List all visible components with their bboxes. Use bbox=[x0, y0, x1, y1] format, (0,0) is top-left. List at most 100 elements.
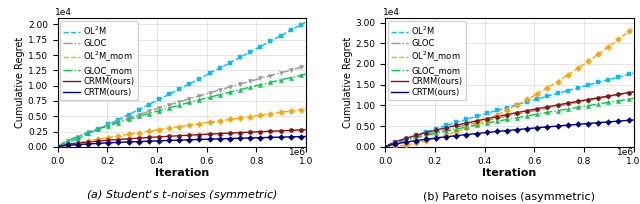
Text: 1e6: 1e6 bbox=[616, 148, 634, 157]
GLOC bbox=[625, 92, 632, 94]
Line: CRTM(ours): CRTM(ours) bbox=[385, 120, 634, 147]
CRTM(ours) bbox=[252, 137, 259, 139]
OL$^2$M_mom bbox=[477, 121, 485, 123]
OL$^2$M bbox=[130, 111, 138, 113]
GLOC bbox=[584, 99, 592, 102]
OL$^2$M bbox=[609, 77, 617, 80]
OL$^2$M_mom bbox=[74, 141, 82, 144]
GLOC bbox=[488, 118, 495, 121]
GLOC_mom bbox=[201, 97, 209, 100]
GLOC_mom bbox=[529, 114, 536, 116]
CRTM(ours) bbox=[447, 135, 455, 137]
CRTM(ours) bbox=[246, 137, 254, 139]
OL$^2$M_mom bbox=[604, 46, 612, 48]
GLOC bbox=[84, 131, 92, 134]
GLOC bbox=[427, 132, 435, 134]
CRTM(ours) bbox=[513, 128, 521, 131]
OL$^2$M_mom bbox=[262, 113, 269, 116]
GLOC_mom bbox=[518, 115, 526, 118]
OL$^2$M_mom bbox=[186, 124, 193, 126]
OL$^2$M bbox=[437, 126, 445, 128]
GLOC bbox=[412, 136, 420, 138]
OL$^2$M bbox=[432, 128, 440, 130]
OL$^2$M bbox=[483, 112, 490, 115]
CRTM(ours) bbox=[267, 136, 275, 139]
OL$^2$M_mom bbox=[458, 129, 465, 131]
OL$^2$M bbox=[276, 34, 284, 37]
GLOC_mom bbox=[216, 93, 223, 96]
OL$^2$M_mom bbox=[584, 60, 592, 63]
CRTM(ours) bbox=[241, 137, 249, 139]
CRTM(ours) bbox=[381, 146, 389, 148]
OL$^2$M bbox=[115, 118, 122, 121]
OL$^2$M_mom bbox=[498, 111, 506, 114]
Line: GLOC: GLOC bbox=[58, 66, 306, 147]
OL$^2$M bbox=[257, 45, 264, 48]
CRTM(ours) bbox=[518, 128, 526, 130]
OL$^2$M_mom bbox=[508, 106, 516, 109]
GLOC_mom bbox=[381, 146, 389, 148]
GLOC bbox=[89, 129, 97, 132]
CRTM(ours) bbox=[595, 121, 602, 124]
GLOC bbox=[292, 68, 300, 70]
OL$^2$M_mom bbox=[201, 122, 209, 124]
CRMM(ours) bbox=[271, 130, 279, 132]
CRTM(ours) bbox=[140, 140, 148, 143]
OL$^2$M bbox=[241, 53, 249, 56]
CRTM(ours) bbox=[548, 125, 556, 128]
OL$^2$M_mom bbox=[221, 119, 228, 121]
GLOC_mom bbox=[579, 105, 587, 108]
CRTM(ours) bbox=[524, 128, 531, 130]
GLOC_mom bbox=[407, 138, 415, 140]
OL$^2$M_mom bbox=[630, 26, 637, 29]
OL$^2$M bbox=[69, 140, 77, 142]
OL$^2$M_mom bbox=[620, 34, 627, 37]
CRMM(ours) bbox=[402, 137, 410, 140]
CRTM(ours) bbox=[297, 135, 305, 138]
CRTM(ours) bbox=[287, 136, 294, 138]
OL$^2$M bbox=[498, 108, 506, 110]
OL$^2$M_mom bbox=[463, 127, 470, 129]
CRTM(ours) bbox=[493, 130, 500, 133]
GLOC_mom bbox=[488, 121, 495, 123]
OL$^2$M bbox=[160, 96, 168, 98]
OL$^2$M bbox=[458, 120, 465, 122]
GLOC bbox=[392, 142, 399, 144]
OL$^2$M bbox=[262, 43, 269, 45]
CRTM(ours) bbox=[543, 126, 551, 128]
CRMM(ours) bbox=[170, 135, 178, 137]
CRMM(ours) bbox=[397, 139, 404, 141]
CRMM(ours) bbox=[609, 94, 617, 96]
GLOC_mom bbox=[175, 104, 183, 106]
OL$^2$M_mom bbox=[614, 38, 622, 41]
GLOC bbox=[165, 104, 173, 106]
OL$^2$M bbox=[104, 123, 112, 126]
OL$^2$M_mom bbox=[252, 115, 259, 117]
CRMM(ours) bbox=[145, 136, 153, 139]
GLOC_mom bbox=[548, 110, 556, 113]
GLOC_mom bbox=[630, 97, 637, 100]
GLOC bbox=[402, 139, 410, 141]
GLOC bbox=[422, 133, 429, 136]
OL$^2$M bbox=[417, 132, 424, 135]
GLOC_mom bbox=[165, 107, 173, 109]
Line: GLOC: GLOC bbox=[385, 92, 634, 147]
GLOC_mom bbox=[196, 99, 204, 101]
GLOC_mom bbox=[463, 126, 470, 128]
OL$^2$M bbox=[145, 103, 153, 106]
OL$^2$M_mom bbox=[150, 129, 157, 132]
OL$^2$M bbox=[402, 137, 410, 140]
OL$^2$M_mom bbox=[241, 116, 249, 119]
GLOC_mom bbox=[447, 129, 455, 131]
GLOC_mom bbox=[130, 117, 138, 119]
GLOC bbox=[529, 110, 536, 113]
OL$^2$M_mom bbox=[64, 143, 72, 146]
CRMM(ours) bbox=[584, 98, 592, 101]
CRTM(ours) bbox=[236, 137, 244, 140]
OL$^2$M bbox=[120, 116, 127, 118]
CRMM(ours) bbox=[422, 132, 429, 134]
OL$^2$M bbox=[604, 79, 612, 81]
CRTM(ours) bbox=[564, 124, 572, 126]
OL$^2$M bbox=[180, 85, 188, 88]
CRMM(ours) bbox=[74, 142, 82, 144]
